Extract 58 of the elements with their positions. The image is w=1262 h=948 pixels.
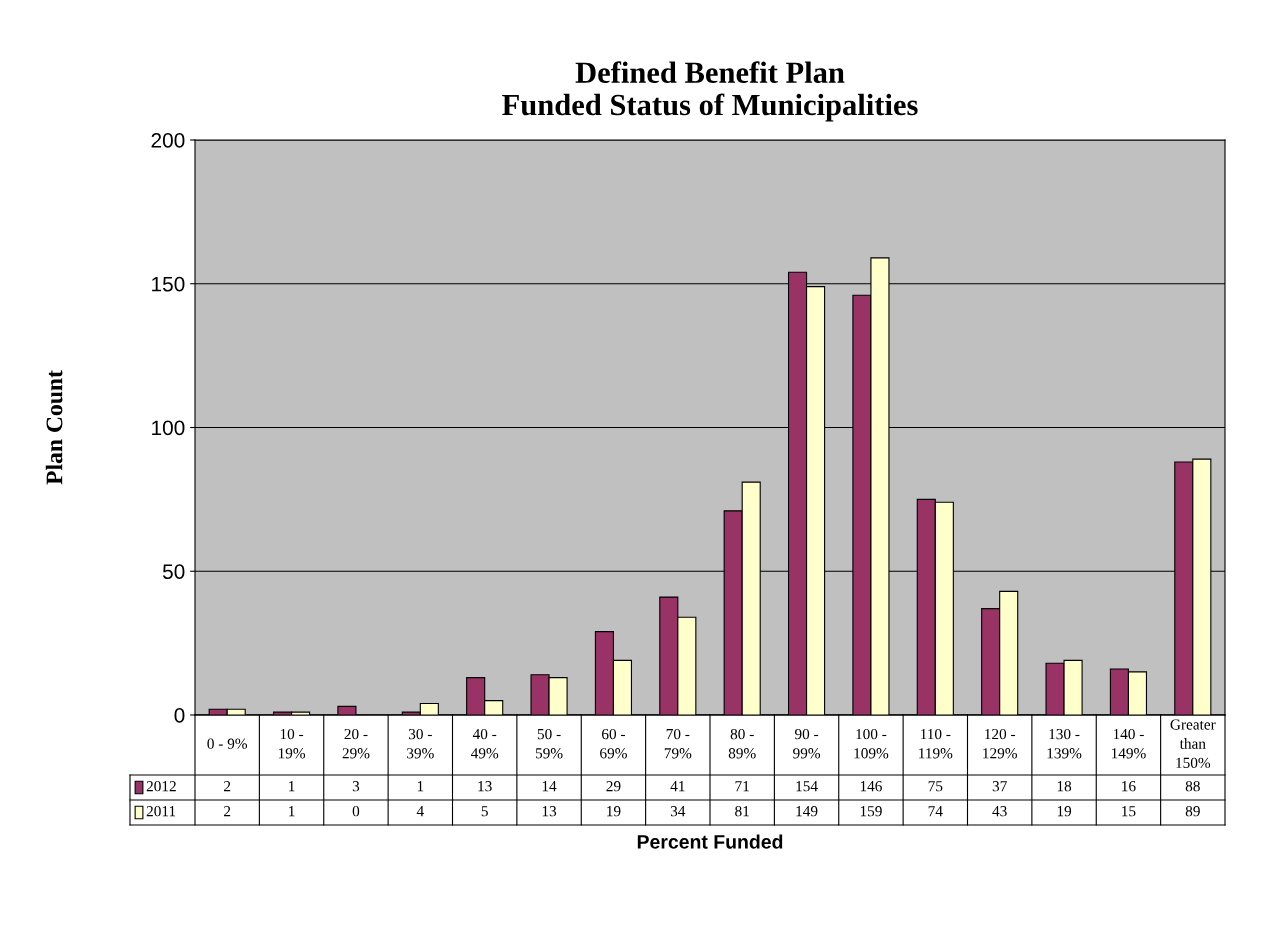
x-tick-label: 120 - 129% [983,728,1017,759]
data-label: 2 [224,806,231,817]
x-tick-label: 30 - 39% [407,728,434,759]
data-label: 15 [1122,806,1136,817]
data-label: 4 [416,806,424,817]
x-axis-title: Percent Funded [637,834,783,849]
data-label: 2 [224,781,231,792]
x-tick-label: 130 - 139% [1047,728,1082,759]
x-tick-label: 50 - 59% [535,728,563,759]
data-label: 0 [352,806,360,817]
x-tick-label: 110 - 119% [919,728,953,759]
data-label: 1 [289,781,295,792]
data-label: 29 [606,781,621,792]
y-axis-title: Plan Count [45,370,63,485]
data-label: 88 [1185,781,1200,792]
data-label: 13 [478,781,492,792]
data-label: 149 [796,806,818,817]
data-label: 16 [1122,781,1136,792]
data-label: 1 [417,781,424,792]
y-tick-label: 0 [174,708,185,723]
x-tick-label: Greater than 150% [1170,719,1216,769]
data-label: 43 [992,806,1007,817]
x-tick-label: 40 - 49% [470,728,499,759]
data-label: 5 [481,806,488,817]
data-label: 18 [1057,781,1072,792]
data-label: 19 [607,806,621,817]
data-label: 3 [352,781,360,792]
chart-title: Defined Benefit Plan Funded Status of Municipalities [502,61,918,122]
data-label: 13 [542,806,557,817]
data-label: 159 [860,806,882,817]
x-tick-label: 140 - 149% [1111,728,1146,759]
data-label: 34 [670,806,686,817]
data-label: 19 [1057,806,1072,817]
y-tick-label: 200 [151,133,185,148]
y-tick-label: 100 [152,420,185,436]
data-label: 71 [735,781,749,792]
legend-label: 2012 [146,781,176,792]
data-label: 89 [1185,806,1200,817]
x-tick-label: 90 - 99% [793,728,821,759]
data-label: 146 [860,781,882,792]
data-label: 37 [992,781,1007,792]
x-tick-label: 60 - 69% [600,728,627,759]
x-tick-label: 0 - 9% [207,738,248,749]
x-tick-label: 10 - 19% [278,728,306,759]
x-tick-label: 100 - 109% [854,728,889,759]
data-label: 154 [796,781,818,792]
legend-label: 2011 [146,806,176,817]
y-tick-label: 50 [162,564,185,579]
data-label: 81 [735,806,749,817]
data-label: 1 [289,806,295,817]
x-tick-label: 20 - 29% [342,728,370,759]
data-label: 75 [928,781,943,792]
y-tick-label: 150 [152,276,185,292]
data-label: 14 [542,781,557,792]
data-label: 74 [928,806,943,817]
data-label: 41 [670,781,685,792]
x-tick-label: 70 - 79% [664,728,692,759]
x-tick-label: 80 - 89% [728,728,756,759]
